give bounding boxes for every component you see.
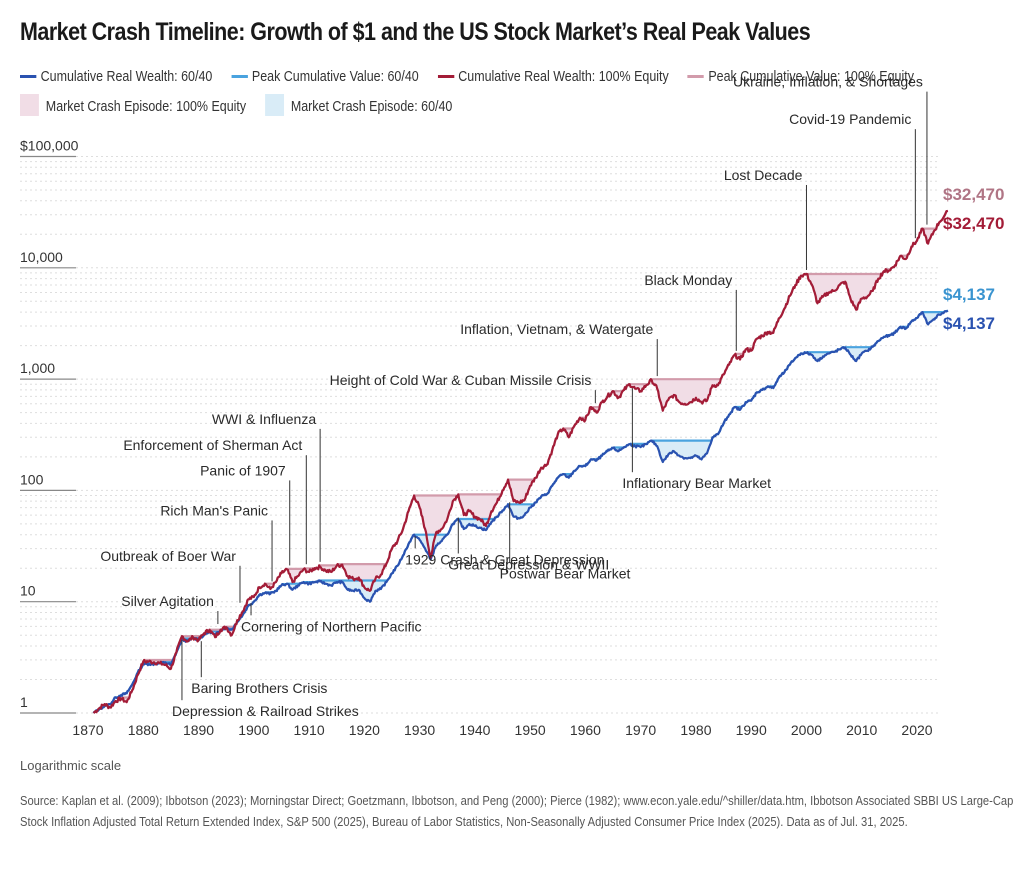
y-tick-label: $100,000	[20, 138, 79, 154]
x-tick-label: 1970	[625, 722, 656, 738]
legend-item: Cumulative Real Wealth: 100% Equity	[437, 62, 669, 92]
legend-line-swatch	[687, 74, 705, 78]
annotation-label: Covid-19 Pandemic	[789, 111, 911, 127]
x-tick-label: 1980	[680, 722, 711, 738]
end-value-label: $32,470	[943, 185, 1004, 204]
x-tick-label: 1900	[238, 722, 269, 738]
x-tick-label: 1870	[72, 722, 103, 738]
x-tick-label: 1960	[570, 722, 601, 738]
end-value-label: $4,137	[943, 314, 995, 333]
annotation-label: 1929 Crash & Great Depression	[405, 551, 604, 567]
annotation-label: WWI & Influenza	[212, 411, 316, 427]
legend-label: Cumulative Real Wealth: 60/40	[40, 69, 213, 85]
scale-note: Logarithmic scale	[20, 758, 122, 773]
legend-line-swatch	[20, 74, 37, 78]
annotation-label: Ukraine, Inflation, & Shortages	[733, 74, 923, 90]
annotation-label: Depression & Railroad Strikes	[172, 703, 359, 719]
y-tick-label: 1,000	[20, 360, 55, 376]
y-tick-label: 1	[20, 694, 28, 710]
annotation-label: Height of Cold War & Cuban Missile Crisi…	[330, 372, 592, 388]
legend-item: Peak Cumulative Value: 100% Equity	[687, 62, 914, 92]
end-value-label: $32,470	[943, 214, 1004, 233]
x-tick-label: 1890	[183, 722, 214, 738]
x-tick-label: 1950	[515, 722, 546, 738]
x-tick-label: 2010	[846, 722, 877, 738]
annotations: Depression & Railroad Strikes Baring Brot…	[100, 74, 928, 719]
x-tick-label: 1910	[293, 722, 324, 738]
legend-box-swatch	[20, 94, 39, 117]
legend-item: Cumulative Real Wealth: 60/40	[20, 62, 212, 92]
legend-line-swatch	[231, 74, 248, 78]
legend-label: Market Crash Episode: 60/40	[290, 99, 453, 115]
annotation-label: Enforcement of Sherman Act	[123, 437, 302, 453]
x-tick-label: 2020	[901, 722, 932, 738]
annotation-label: Cornering of Northern Pacific	[241, 618, 422, 634]
legend-box-swatch	[265, 94, 284, 117]
annotation-label: Inflationary Bear Market	[622, 475, 771, 491]
source-note: Source: Kaplan et al. (2009); Ibbotson (…	[20, 793, 1014, 829]
x-tick-label: 1930	[404, 722, 435, 738]
end-labels: $32,470 $32,470 $4,137 $4,137	[943, 185, 1004, 333]
legend-item: Peak Cumulative Value: 60/40	[231, 62, 419, 92]
y-tick-label: 100	[20, 471, 44, 487]
annotation-label: Baring Brothers Crisis	[191, 680, 327, 696]
annotation-label: Black Monday	[644, 272, 732, 288]
x-tick-label: 1940	[459, 722, 490, 738]
crash-episode-areas	[93, 210, 948, 713]
y-tick-label: 10,000	[20, 249, 63, 265]
x-tick-label: 1920	[349, 722, 380, 738]
x-tick-label: 1990	[736, 722, 767, 738]
legend: Cumulative Real Wealth: 60/40 Peak Cumula…	[20, 62, 1020, 122]
end-value-label: $4,137	[943, 285, 995, 304]
legend-label: Market Crash Episode: 100% Equity	[45, 99, 247, 115]
gridlines	[20, 156, 940, 714]
legend-label: Cumulative Real Wealth: 100% Equity	[458, 69, 669, 85]
annotation-label: Outbreak of Boer War	[100, 548, 236, 564]
x-tick-label: 2000	[791, 722, 822, 738]
annotation-label: Panic of 1907	[200, 462, 286, 478]
annotation-label: Lost Decade	[724, 167, 803, 183]
axes: 1 10 100 1,000 10,000 $100,000 1870 1880 1890 190…	[20, 138, 933, 738]
annotation-label: Rich Man's Panic	[160, 502, 268, 518]
line-100-equity	[92, 209, 949, 714]
chart-title: Market Crash Timeline: Growth of $1 and …	[20, 18, 811, 46]
legend-label: Peak Cumulative Value: 60/40	[251, 69, 419, 85]
annotation-label: Postwar Bear Market	[500, 565, 631, 581]
legend-line-swatch	[437, 74, 454, 78]
x-tick-label: 1880	[128, 722, 159, 738]
annotation-label: Silver Agitation	[121, 593, 214, 609]
legend-item: Market Crash Episode: 100% Equity	[20, 92, 246, 122]
annotation-label: Great Depression & WWII	[448, 557, 609, 573]
legend-item: Market Crash Episode: 60/40	[265, 92, 452, 122]
legend-label: Peak Cumulative Value: 100% Equity	[708, 69, 914, 85]
crash-area-60-40	[93, 310, 948, 713]
series-lines	[92, 209, 949, 714]
y-tick-label: 10	[20, 583, 36, 599]
annotation-label: Inflation, Vietnam, & Watergate	[460, 321, 653, 337]
